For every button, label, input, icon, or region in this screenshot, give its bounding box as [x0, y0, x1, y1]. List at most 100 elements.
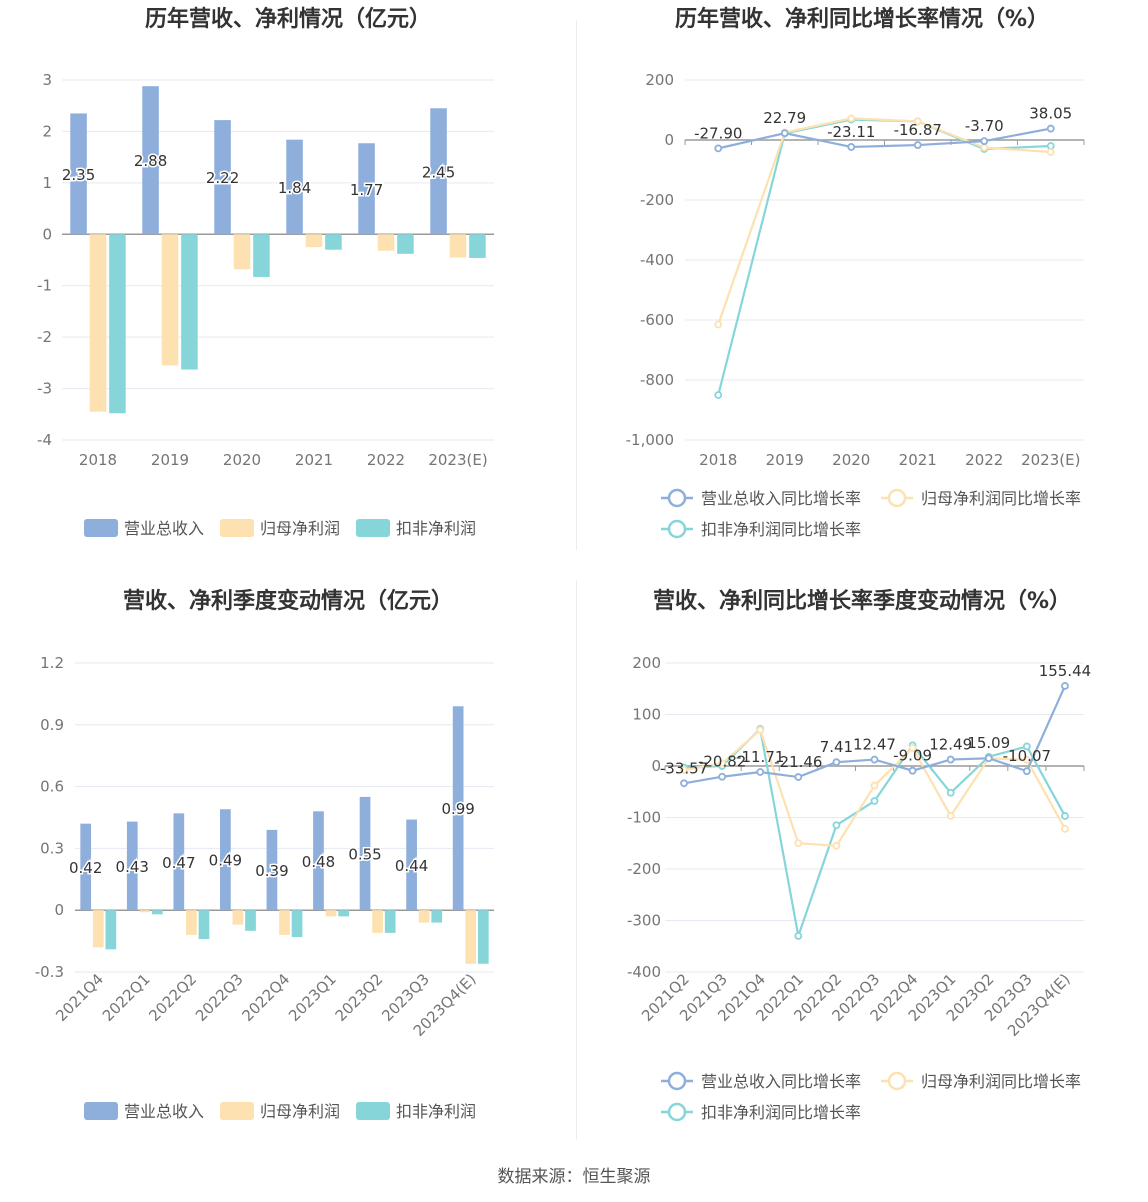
series-point-revenue [794, 773, 803, 781]
y-tick-label: 0 [42, 225, 52, 243]
series-point-revenue [847, 143, 856, 151]
legend-swatch [220, 1102, 254, 1120]
y-tick-label: 0.9 [40, 716, 64, 734]
bar-deducted-profit [431, 910, 443, 923]
data-label: 2.22 [206, 169, 239, 187]
series-line-parent-profit [717, 117, 1051, 325]
annual-revenue-profit-svg: 历年营收、净利情况（亿元） 3 2 1 0 -1 -2 -3 -4 2018 2019 2020 202… [37, 6, 494, 538]
y-tick-label: 2 [42, 122, 52, 140]
x-tick-label: 2021 [899, 451, 937, 469]
bar-deducted-profit [384, 910, 396, 933]
series-point-parent-profit [1046, 148, 1055, 156]
data-label: 22.79 [763, 109, 806, 127]
y-tick-label: -200 [627, 860, 661, 878]
x-tick-label: 2023Q1 [285, 970, 340, 1025]
series-point-revenue [946, 755, 955, 764]
series-point-revenue [908, 766, 917, 775]
data-label: -9.09 [893, 747, 932, 765]
x-tick-label: 2019 [766, 451, 804, 469]
bar-deducted-profit [198, 910, 210, 940]
legend-label: 归母净利润同比增长率 [921, 1072, 1081, 1091]
data-label: 1.77 [350, 181, 383, 199]
bar-revenue [266, 829, 278, 911]
series-point-revenue [718, 772, 727, 781]
series-point-parent-profit [908, 744, 917, 752]
series-point-parent-profit [913, 117, 922, 126]
x-tick-label: 2023(E) [1021, 451, 1080, 469]
legend-label: 归母净利润 [260, 1102, 340, 1121]
data-label: 0.39 [255, 862, 288, 880]
y-tick-label: -2 [37, 328, 52, 346]
series-point-deducted-profit [1022, 742, 1031, 751]
y-tick-label: 1.2 [40, 654, 64, 672]
data-label: 0.42 [69, 859, 102, 877]
bar-revenue [126, 821, 138, 911]
chart-title: 历年营收、净利同比增长率情况（%） [675, 6, 1049, 32]
data-label: -23.11 [827, 123, 875, 141]
y-tick-label: -400 [627, 963, 661, 981]
x-tick-label: 2018 [79, 451, 117, 469]
series-point-revenue [984, 754, 993, 763]
series-point-revenue [780, 129, 789, 138]
y-tick-label: 3 [42, 71, 52, 89]
series-point-revenue [832, 758, 841, 767]
bar-deducted-profit [338, 910, 349, 917]
y-tick-label: 100 [632, 706, 661, 724]
series-point-deducted-profit [1061, 812, 1069, 820]
series-point-revenue [1061, 682, 1069, 690]
data-label: -27.90 [694, 124, 742, 142]
data-label: -33.57 [660, 759, 708, 777]
series-point-deducted-profit [832, 821, 841, 830]
bar-revenue [286, 139, 303, 235]
x-tick-label: 2023Q2 [332, 970, 387, 1025]
data-label: 0.48 [302, 853, 335, 871]
data-label: 0.47 [162, 854, 195, 872]
y-tick-label: -400 [640, 251, 674, 269]
bar-revenue [359, 796, 371, 911]
chart-title: 营收、净利同比增长率季度变动情况（%） [653, 588, 1071, 614]
chart-title: 营收、净利季度变动情况（亿元） [123, 588, 453, 614]
quarterly-revenue-profit-chart: 营收、净利季度变动情况（亿元） 1.2 0.9 0.6 0.3 0 -0.3 2021Q4 20… [0, 580, 576, 1150]
legend-label: 归母净利润 [260, 519, 340, 538]
legend-label: 扣非净利润 [396, 1102, 476, 1121]
panel-divider-top [576, 20, 577, 550]
data-label: -10.07 [1003, 747, 1051, 765]
bar-parent-profit [139, 910, 151, 913]
x-tick-label: 2022Q4 [239, 970, 294, 1025]
data-label: 0.55 [348, 846, 381, 864]
legend-marker [887, 1071, 907, 1091]
series-point-revenue [870, 755, 879, 764]
bar-deducted-profit [245, 910, 256, 931]
data-label: 2.45 [422, 163, 455, 181]
bar-parent-profit [89, 234, 107, 412]
series-point-revenue [1046, 124, 1055, 133]
bar-deducted-profit [477, 910, 489, 964]
y-tick-label: 0 [664, 131, 674, 149]
y-tick-label: -1 [37, 277, 52, 295]
series-point-parent-profit [832, 841, 841, 850]
series-point-parent-profit [794, 839, 803, 848]
x-tick-label: 2018 [699, 451, 737, 469]
legend-label: 归母净利润同比增长率 [921, 489, 1081, 508]
bar-parent-profit [465, 910, 477, 964]
y-tick-label: 0 [651, 757, 661, 775]
quarterly-growth-rate-svg: 营收、净利同比增长率季度变动情况（%） 200 100 0 -100 -200 -300 -4… [627, 588, 1091, 1122]
y-tick-label: -200 [640, 191, 674, 209]
data-label: -11.71 [736, 748, 784, 766]
y-tick-label: -0.3 [35, 963, 64, 981]
bar-deducted-profit [105, 910, 117, 950]
data-label: 2.88 [134, 152, 167, 170]
series-line-revenue [718, 127, 1051, 150]
y-tick-label: 200 [632, 654, 661, 672]
series-point-revenue [714, 144, 723, 153]
x-tick-label: 2020 [832, 451, 870, 469]
annual-growth-rate-chart: 历年营收、净利同比增长率情况（%） 200 0 -200 -400 -600 -800 -1,… [577, 0, 1148, 560]
data-label: -21.46 [774, 753, 822, 771]
x-tick-label: 2022Q2 [145, 970, 200, 1025]
legend-marker [667, 519, 687, 539]
bar-parent-profit [377, 234, 395, 251]
series-point-revenue [680, 779, 688, 788]
bar-revenue [406, 819, 417, 911]
y-tick-label: 0 [54, 901, 64, 919]
x-tick-label: 2021 [295, 451, 333, 469]
